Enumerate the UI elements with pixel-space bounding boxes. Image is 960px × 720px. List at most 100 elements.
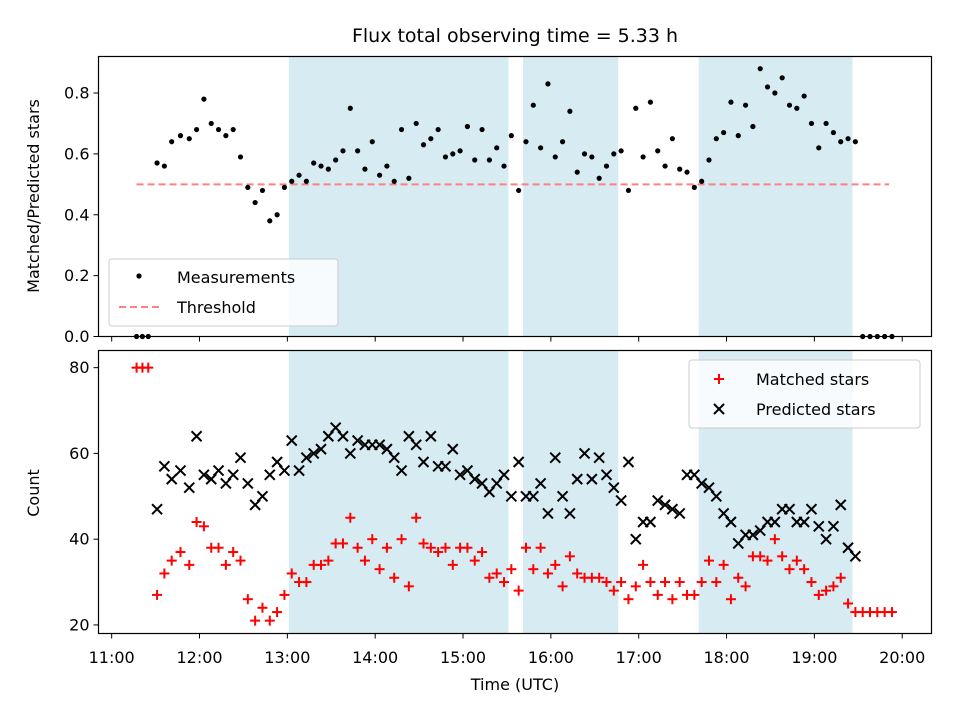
- matched-stars-point: [564, 551, 575, 562]
- bottom-axes-frame: [97, 349, 933, 635]
- measurement-point: [838, 139, 844, 145]
- measurement-point: [633, 105, 639, 111]
- matched-stars-point: [513, 585, 524, 596]
- measurement-point: [177, 133, 184, 139]
- xtick-label: 15:00: [440, 648, 486, 667]
- matched-stars-point: [769, 534, 780, 545]
- measurement-point: [347, 105, 353, 111]
- predicted-stars-point: [827, 520, 840, 533]
- matched-stars-point: [652, 589, 663, 600]
- matched-stars-point: [638, 559, 649, 570]
- measurement-point: [655, 148, 661, 154]
- measurement-point: [699, 178, 705, 184]
- measurement-point: [259, 187, 266, 194]
- matched-stars-point: [425, 542, 436, 553]
- measurement-point: [691, 184, 697, 190]
- matched-stars-point: [784, 564, 795, 575]
- measurement-point: [303, 178, 309, 184]
- matched-stars-point: [733, 572, 744, 583]
- measurement-point: [801, 93, 807, 99]
- measurement-point: [391, 178, 397, 184]
- predicted-stars-point: [666, 503, 679, 515]
- predicted-stars-point: [593, 451, 605, 464]
- predicted-stars-point: [725, 516, 737, 528]
- measurement-point: [764, 84, 771, 90]
- measurement-point: [750, 123, 756, 130]
- matched-stars-point: [323, 555, 334, 566]
- measurement-point: [603, 163, 610, 169]
- measurement-point: [845, 136, 851, 142]
- matched-stars-point: [367, 534, 378, 545]
- matched-stars-point: [777, 551, 788, 562]
- legend-label-predicted-stars: Predicted stars: [756, 400, 876, 419]
- predicted-stars-point: [278, 464, 291, 477]
- bottom-ytick-label: 80: [69, 358, 89, 377]
- xtick-label: 19:00: [791, 648, 837, 667]
- measurement-point: [508, 133, 514, 139]
- measurement-point: [201, 96, 207, 102]
- matched-stars-point: [159, 568, 170, 579]
- predicted-stars-point: [198, 469, 210, 481]
- xtick-label: 16:00: [528, 648, 574, 667]
- matched-stars-point: [645, 577, 656, 588]
- matched-stars-point: [572, 568, 583, 579]
- bottom-ytick-label: 60: [69, 444, 89, 463]
- matched-stars-point: [762, 555, 773, 566]
- measurement-point: [406, 175, 412, 181]
- matched-stars-point: [166, 555, 177, 566]
- measurement-point: [794, 105, 800, 111]
- predicted-stars-point: [527, 490, 540, 502]
- measurement-point: [494, 145, 500, 151]
- measurement-point: [830, 129, 837, 136]
- matched-stars-point: [286, 568, 297, 579]
- top-ytick-label: 0.2: [64, 266, 89, 285]
- predicted-stars-point: [256, 490, 269, 502]
- matched-stars-point: [791, 555, 802, 566]
- measurement-point: [618, 148, 624, 154]
- measurement-point: [742, 102, 749, 108]
- predicted-stars-point: [234, 451, 247, 464]
- predicted-stars-point: [534, 477, 547, 490]
- measurement-point: [779, 75, 785, 81]
- predicted-stars-point: [373, 439, 386, 451]
- bottom-legend: Matched stars Predicted stars: [688, 359, 921, 429]
- predicted-stars-point: [622, 456, 635, 468]
- xtick-label: 17:00: [616, 648, 662, 667]
- measurement-point: [208, 120, 214, 127]
- matched-stars-point: [499, 577, 510, 588]
- measurement-point: [545, 81, 551, 87]
- measurement-point: [420, 142, 427, 148]
- predicted-stars-point: [783, 503, 796, 515]
- measurement-point: [581, 151, 588, 157]
- predicted-stars-point: [227, 469, 239, 481]
- legend-x-glyph: [713, 403, 725, 415]
- measurement-point: [398, 126, 405, 133]
- measurement-point: [245, 184, 251, 190]
- measurement-point: [281, 184, 288, 190]
- predicted-stars-point: [673, 507, 686, 520]
- top-ytick-label: 0.6: [64, 144, 89, 163]
- bottom-ytick-label: 40: [69, 530, 89, 549]
- predicted-stars-point: [571, 473, 583, 485]
- matched-stars-point: [477, 547, 488, 558]
- measurement-point: [516, 187, 522, 194]
- matched-stars-point: [345, 512, 356, 523]
- matched-stars-point: [703, 555, 714, 566]
- measurement-point: [808, 120, 815, 127]
- measurement-point: [713, 136, 719, 142]
- predicted-stars-point: [344, 447, 357, 460]
- measurement-point: [161, 163, 167, 169]
- matched-stars-point: [198, 521, 209, 532]
- measurement-point: [464, 123, 471, 130]
- predicted-stars-point: [652, 494, 664, 507]
- measurement-point: [450, 151, 456, 157]
- measurement-point: [355, 148, 361, 154]
- measurement-point: [289, 178, 295, 184]
- measurement-point: [267, 218, 273, 224]
- xtick-label: 11:00: [89, 648, 135, 667]
- bottom-legend-box: [688, 359, 921, 429]
- predicted-stars-point: [425, 430, 437, 442]
- predicted-stars-point: [165, 473, 178, 485]
- measurement-point: [223, 133, 229, 139]
- predicted-stars-point: [410, 439, 422, 451]
